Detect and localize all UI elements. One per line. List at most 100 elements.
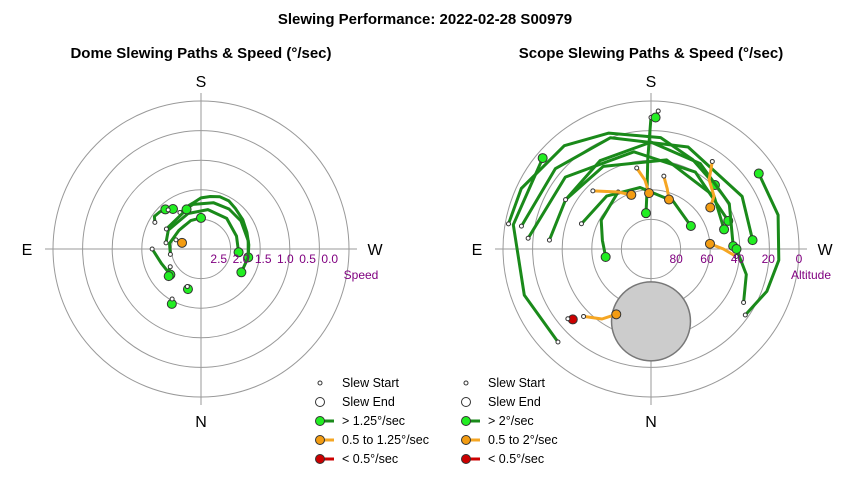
radial-tick-label-2: 1.5 — [255, 252, 272, 266]
legend-label: 0.5 to 2°/sec — [488, 433, 558, 447]
slew-start-marker-17 — [635, 166, 639, 170]
slew-end-marker-8 — [164, 272, 173, 281]
slew-start-marker-18 — [566, 317, 570, 321]
legend-item-2: > 1.25°/sec — [316, 414, 406, 428]
radial-axis-label: Speed — [344, 268, 379, 282]
slew-start-marker-10 — [185, 285, 189, 289]
slew-start-marker-1 — [656, 109, 660, 113]
legend-end-marker — [316, 398, 325, 407]
legend-label: > 2°/sec — [488, 414, 534, 428]
legend-item-4: < 0.5°/sec — [462, 452, 545, 466]
direction-label-top: S — [196, 74, 207, 91]
direction-label-top: S — [646, 74, 657, 91]
legend-item-0: Slew Start — [318, 376, 399, 390]
slew-start-marker-4 — [526, 236, 530, 240]
legend-end-marker — [462, 398, 471, 407]
radial-tick-label-0: 80 — [669, 252, 683, 266]
slew-start-marker-5 — [547, 238, 551, 242]
slew-start-marker-5 — [164, 241, 168, 245]
legend-label: Slew Start — [488, 376, 545, 390]
slew-end-marker-6 — [197, 213, 206, 222]
legend-label: Slew End — [488, 395, 541, 409]
slew-start-marker-14 — [662, 174, 666, 178]
slew-start-marker-9 — [742, 300, 746, 304]
scope-panel: Scope Slewing Paths & Speed (°/sec) S N E W 8… — [462, 45, 834, 466]
slew-start-marker-2 — [166, 208, 170, 212]
radial-tick-label-1: 2.0 — [233, 252, 250, 266]
dome-panel: Dome Slewing Paths & Speed (°/sec) S N E W 2.… — [22, 45, 429, 466]
slew-start-marker-3 — [519, 224, 523, 228]
radial-tick-label-1: 60 — [700, 252, 714, 266]
slew-end-marker-10 — [754, 169, 763, 178]
direction-label-right: W — [817, 242, 833, 259]
slew-start-marker-10 — [743, 313, 747, 317]
radial-tick-label-4: 0 — [796, 252, 803, 266]
legend-item-2: > 2°/sec — [462, 414, 534, 428]
legend-marker-swatch — [462, 436, 471, 445]
legend-label: < 0.5°/sec — [488, 452, 544, 466]
legend-label: Slew Start — [342, 376, 399, 390]
direction-label-right: W — [367, 242, 383, 259]
legend-item-0: Slew Start — [464, 376, 545, 390]
slew-end-marker-4 — [237, 268, 246, 277]
slew-start-marker-8 — [168, 265, 172, 269]
legend-marker-swatch — [462, 417, 471, 426]
legend-marker-swatch — [316, 455, 325, 464]
slew-start-marker-11 — [164, 227, 168, 231]
slew-start-marker-2 — [506, 222, 510, 226]
direction-label-left: E — [472, 242, 483, 259]
slew-start-marker-1 — [153, 220, 157, 224]
radial-tick-label-5: 0.0 — [321, 252, 338, 266]
legend-marker-swatch — [316, 417, 325, 426]
slew-end-marker-14 — [664, 195, 673, 204]
legend-item-3: 0.5 to 2°/sec — [462, 433, 558, 447]
panel-title: Dome Slewing Paths & Speed (°/sec) — [70, 45, 331, 62]
slew-path-6 — [582, 188, 691, 227]
radial-tick-label-4: 0.5 — [299, 252, 316, 266]
legend-start-marker — [318, 381, 322, 385]
slew-end-marker-13 — [627, 190, 636, 199]
legend-label: Slew End — [342, 395, 395, 409]
radial-tick-label-3: 1.0 — [277, 252, 294, 266]
slew-end-marker-5 — [720, 225, 729, 234]
slew-end-marker-11 — [182, 205, 191, 214]
slew-end-marker-16 — [705, 239, 714, 248]
slew-start-marker-6 — [579, 222, 583, 226]
slew-end-marker-0 — [177, 238, 186, 247]
legend-item-4: < 0.5°/sec — [316, 452, 399, 466]
slew-end-marker-17 — [645, 189, 654, 198]
slew-end-marker-0 — [641, 209, 650, 218]
direction-label-bottom: N — [195, 414, 207, 431]
direction-label-left: E — [22, 242, 33, 259]
slew-start-marker-8 — [556, 340, 560, 344]
legend-start-marker — [464, 381, 468, 385]
slew-start-marker-13 — [591, 189, 595, 193]
radial-tick-label-3: 20 — [762, 252, 776, 266]
slew-path-0 — [646, 117, 651, 213]
slew-start-marker-7 — [150, 247, 154, 251]
slew-start-marker-12 — [710, 159, 714, 163]
obscured-region — [612, 282, 691, 361]
legend-label: > 1.25°/sec — [342, 414, 405, 428]
slew-end-marker-3 — [748, 236, 757, 245]
legend-marker-swatch — [316, 436, 325, 445]
radial-tick-label-2: 40 — [731, 252, 745, 266]
legend-item-1: Slew End — [462, 395, 541, 409]
legend-label: < 0.5°/sec — [342, 452, 398, 466]
panel-title: Scope Slewing Paths & Speed (°/sec) — [519, 45, 783, 62]
legend-marker-swatch — [462, 455, 471, 464]
legend-label: 0.5 to 1.25°/sec — [342, 433, 429, 447]
slew-end-marker-8 — [538, 154, 547, 163]
slew-start-marker-6 — [168, 252, 172, 256]
legend-item-1: Slew End — [316, 395, 395, 409]
legend-item-3: 0.5 to 1.25°/sec — [316, 433, 430, 447]
slew-end-marker-6 — [686, 221, 695, 230]
slew-start-marker-9 — [170, 297, 174, 301]
direction-label-bottom: N — [645, 414, 657, 431]
slew-end-marker-1 — [651, 113, 660, 122]
slew-end-marker-11 — [601, 252, 610, 261]
figure-title: Slewing Performance: 2022-02-28 S00979 — [278, 11, 572, 28]
slew-end-marker-12 — [706, 203, 715, 212]
slew-start-marker-7 — [564, 198, 568, 202]
